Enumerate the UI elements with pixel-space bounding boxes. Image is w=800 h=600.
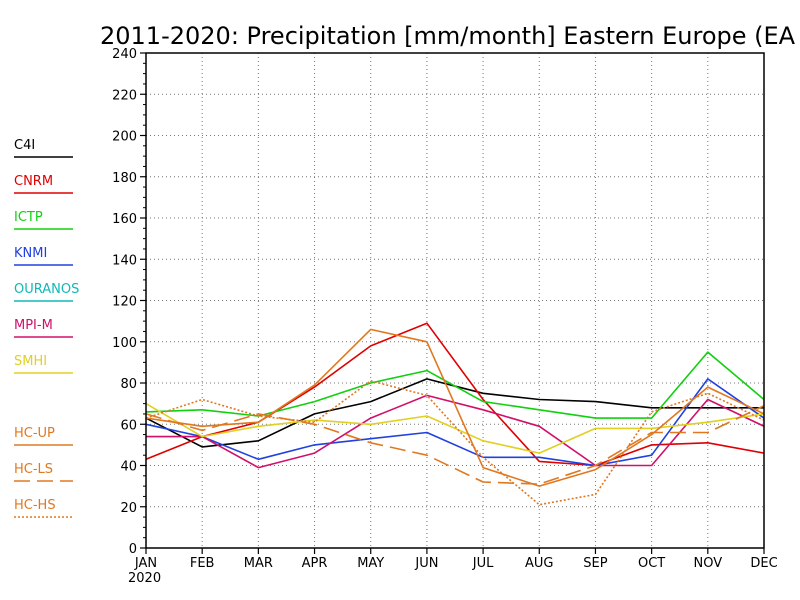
x-tick-label: SEP: [583, 556, 607, 571]
legend-label-cnrm: CNRM: [14, 174, 53, 189]
legend-label-ouranos: OURANOS: [14, 282, 79, 297]
y-tick-label: 180: [112, 171, 137, 186]
x-axis: JAN FEB MAR APR MAY JUN JUL AUG SEP OCT NOV DEC: [134, 548, 778, 571]
legend-label-hc-up: HC-UP: [14, 426, 55, 441]
legend-label-c4i: C4I: [14, 138, 35, 153]
x-tick-label: DEC: [750, 556, 777, 571]
y-axis: 0 20 40 60 80 100 120 140 160 180 200 220 240: [112, 47, 146, 557]
x-tick-label: NOV: [694, 556, 723, 571]
series-line-hc-ls: [145, 404, 765, 485]
legend-label-ictp: ICTP: [14, 210, 43, 225]
x-tick-label: OCT: [638, 556, 665, 571]
y-tick-label: 160: [112, 212, 137, 227]
y-tick-label: 240: [112, 47, 137, 62]
x-tick-label: JAN: [134, 556, 157, 571]
y-tick-label: 40: [120, 460, 137, 475]
y-tick-label: 140: [112, 253, 137, 268]
x-tick-label: JUN: [414, 556, 438, 571]
legend-label-knmi: KNMI: [14, 246, 47, 261]
legend-label-hc-ls: HC-LS: [14, 462, 53, 477]
y-tick-label: 20: [120, 501, 137, 516]
y-tick-label: 80: [120, 377, 137, 392]
legend-label-hc-hs: HC-HS: [14, 498, 56, 513]
y-tick-label: 100: [112, 336, 137, 351]
chart-title: 2011-2020: Precipitation [mm/month] East…: [100, 22, 796, 50]
x-tick-label: AUG: [525, 556, 553, 571]
series-line-hc-hs: [145, 380, 765, 506]
series-line-c4i: [145, 378, 764, 448]
series-line-hc-up: [145, 328, 765, 487]
grid-lines: [146, 53, 764, 548]
series-line-knmi: [145, 378, 765, 467]
legend-label-smhi: SMHI: [14, 354, 47, 369]
series-layer: [145, 322, 765, 506]
x-tick-label: JUL: [472, 556, 494, 571]
x-year-label: 2020: [128, 571, 161, 586]
x-tick-label: FEB: [190, 556, 215, 571]
y-tick-label: 0: [129, 542, 137, 557]
legend: C4I CNRM ICTP KNMI OURANOS MPI-M SMHI HC-UP HC-L…: [14, 138, 79, 518]
legend-label-mpi-m: MPI-M: [14, 318, 53, 333]
x-tick-label: MAY: [357, 556, 384, 571]
series-line-mpi-m: [146, 394, 765, 469]
y-tick-label: 60: [120, 418, 137, 433]
y-tick-label: 120: [112, 295, 137, 310]
y-tick-label: 200: [112, 130, 137, 145]
series-line-cnrm: [145, 322, 765, 467]
x-tick-label: MAR: [244, 556, 273, 571]
y-tick-label: 220: [112, 88, 137, 103]
x-tick-label: APR: [302, 556, 328, 571]
series-line-ictp: [145, 351, 765, 419]
